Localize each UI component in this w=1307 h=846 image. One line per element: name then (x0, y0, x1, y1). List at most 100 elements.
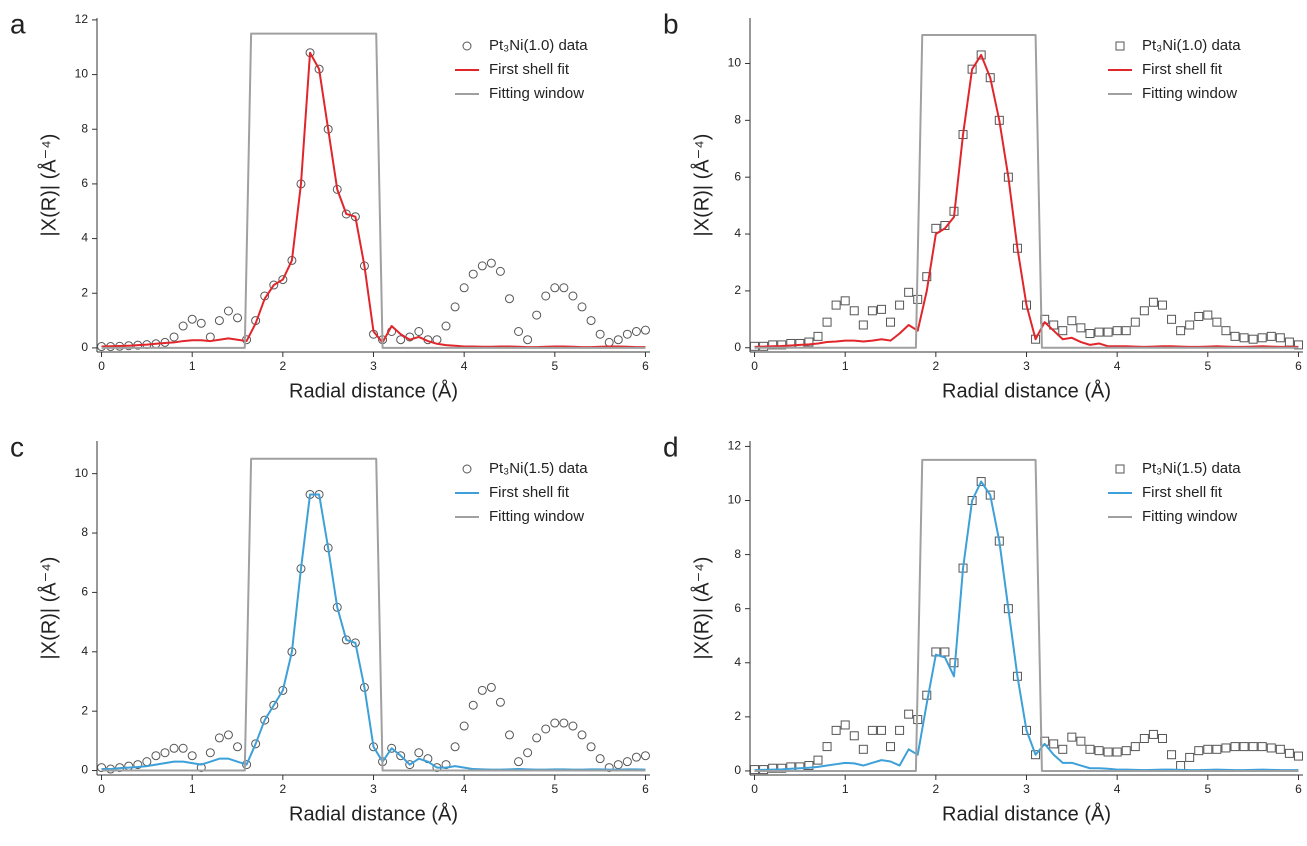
data-point (196, 318, 206, 328)
legend-label: Fitting window (489, 508, 584, 525)
data-point (1185, 752, 1195, 762)
legend-marker (462, 41, 472, 51)
data-point (1248, 742, 1258, 752)
data-point (876, 725, 886, 735)
x-tick-label: 4 (1114, 782, 1121, 796)
x-tick-label: 5 (551, 359, 558, 373)
legend-marker (1115, 41, 1125, 51)
x-tick-label: 3 (1023, 359, 1030, 373)
x-tick-label: 6 (642, 359, 649, 373)
data-point (976, 477, 986, 487)
data-point (1248, 334, 1258, 344)
data-point (1293, 340, 1303, 350)
data-point (822, 317, 832, 327)
legend-label: Fitting window (489, 85, 584, 102)
data-point (495, 697, 505, 707)
data-point (1085, 329, 1095, 339)
data-point (1085, 744, 1095, 754)
x-tick-label: 4 (1114, 359, 1121, 373)
y-tick-label: 2 (81, 703, 88, 717)
data-point (532, 310, 542, 320)
data-point (858, 744, 868, 754)
panel-label: c (10, 431, 24, 462)
data-point (396, 751, 406, 761)
y-tick-label: 0 (734, 340, 741, 354)
data-point (1293, 751, 1303, 761)
data-point (876, 304, 886, 314)
y-axis-label: |X(R)| (Å⁻⁴) (690, 557, 713, 660)
data-point (1112, 747, 1122, 757)
legend-marker (1115, 464, 1125, 474)
data-point (604, 337, 614, 347)
series-line (101, 493, 646, 771)
panel-label: a (10, 8, 26, 39)
data-point (577, 302, 587, 312)
y-tick-label: 8 (81, 121, 88, 135)
data-point (568, 721, 578, 731)
data-point (477, 685, 487, 695)
data-point (1058, 326, 1068, 336)
data-point (1094, 746, 1104, 756)
data-point (895, 725, 905, 735)
y-tick-label: 8 (734, 547, 741, 561)
data-point (568, 291, 578, 301)
data-point (1103, 747, 1113, 757)
y-tick-label: 6 (734, 169, 741, 183)
data-point (1139, 733, 1149, 743)
data-point (1067, 316, 1077, 326)
data-point (541, 724, 551, 734)
data-point (1176, 761, 1186, 771)
data-point (1148, 729, 1158, 739)
data-point (504, 730, 514, 740)
series-line (101, 51, 646, 349)
x-axis-label: Radial distance (Å) (289, 802, 458, 825)
y-tick-label: 10 (75, 67, 89, 81)
data-point (223, 730, 233, 740)
data-point (595, 329, 605, 339)
data-point (768, 763, 778, 773)
y-tick-label: 4 (81, 644, 88, 658)
y-tick-label: 0 (81, 340, 88, 354)
data-point (532, 733, 542, 743)
data-point (640, 325, 650, 335)
data-point (514, 327, 524, 337)
data-point (895, 300, 905, 310)
data-point (813, 755, 823, 765)
data-point (1031, 750, 1041, 760)
data-point (541, 291, 551, 301)
data-point (613, 760, 623, 770)
data-point (514, 757, 524, 767)
x-tick-label: 2 (933, 359, 940, 373)
data-point (187, 751, 197, 761)
legend-label: Fitting window (1142, 508, 1237, 525)
data-point (1094, 327, 1104, 337)
data-point (450, 742, 460, 752)
data-point (178, 321, 188, 331)
data-point (1049, 320, 1059, 330)
y-tick-label: 2 (734, 709, 741, 723)
x-tick-label: 1 (842, 359, 849, 373)
data-point (922, 272, 932, 282)
data-point (1157, 733, 1167, 743)
data-point (414, 327, 424, 337)
data-point (559, 718, 569, 728)
data-point (97, 763, 107, 773)
data-point (387, 743, 397, 753)
data-point (849, 731, 859, 741)
data-point (550, 283, 560, 293)
data-point (1130, 742, 1140, 752)
y-axis-label: |X(R)| (Å⁻⁴) (37, 134, 60, 237)
data-point (1203, 744, 1213, 754)
data-point (976, 50, 986, 60)
data-point (1076, 736, 1086, 746)
data-point (849, 306, 859, 316)
legend-label: First shell fit (1142, 61, 1223, 78)
legend-label: Pt₃Ni(1.0) data (1142, 37, 1241, 54)
y-tick-label: 4 (734, 655, 741, 669)
data-point (1194, 746, 1204, 756)
y-tick-label: 4 (81, 231, 88, 245)
y-tick-label: 8 (734, 113, 741, 127)
data-point (1230, 742, 1240, 752)
data-point (1212, 317, 1222, 327)
